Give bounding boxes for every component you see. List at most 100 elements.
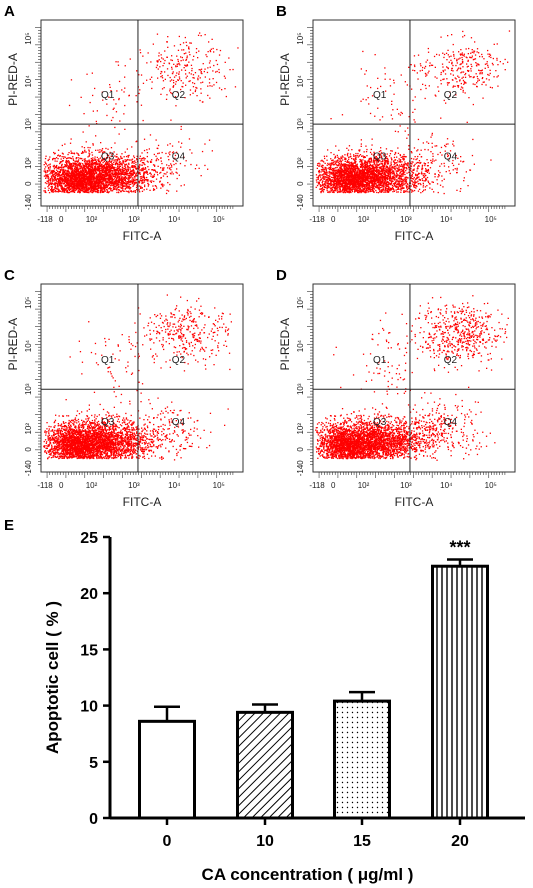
y-tick-label: 10³ (296, 118, 305, 130)
x-axis-label: FITC-A (395, 229, 434, 243)
y-tick-label: 10⁴ (296, 75, 305, 88)
y-axis-label: PI-RED-A (6, 318, 20, 371)
y-tick-label: 10² (296, 423, 305, 435)
x-tick-label: 10³ (128, 215, 140, 224)
x-tick-label: 10³ (400, 481, 412, 490)
quadrant-label: Q2 (172, 355, 186, 366)
x-tick-label: 10² (358, 215, 370, 224)
y-tick-label: 10⁴ (24, 75, 33, 88)
y-tick-label: 10⁵ (24, 32, 33, 44)
y-tick-label: -140 (24, 194, 33, 211)
quadrant-label: Q4 (172, 417, 186, 428)
x-tick-label: 0 (331, 481, 336, 490)
y-tick-label: -140 (24, 460, 33, 477)
x-tick-label: -118 (309, 215, 325, 224)
x-tick-label: 10⁵ (485, 481, 497, 490)
x-axis: -118 0 10² 10³ 10⁴ 10⁵ (37, 206, 234, 224)
x-tick-label: 10 (256, 833, 274, 850)
scatter-points (315, 30, 511, 195)
x-axis: -118 0 10² 10³ 10⁴ 10⁵ (37, 472, 234, 490)
x-axis: -118 0 10² 10³ 10⁴ 10⁵ (309, 472, 506, 490)
scatter-points (43, 32, 239, 195)
y-axis: -140 0 10² 10³ 10⁴ 10⁵ (296, 27, 313, 210)
quadrant-label: Q3 (101, 417, 115, 428)
y-tick-label: 5 (89, 755, 98, 772)
x-tick-label: 10⁵ (213, 215, 225, 224)
x-tick-label: -118 (37, 481, 53, 490)
y-axis-label: PI-RED-A (6, 53, 20, 106)
x-tick-label: 10⁴ (168, 481, 181, 490)
y-tick-label: 10³ (24, 118, 33, 130)
flow-panel-c: C Q1 Q2 Q3 Q4 -118 0 10² 10³ 10⁴ 10⁵ FITC-A -140 0 10²… (4, 267, 244, 509)
x-axis-label: FITC-A (123, 495, 162, 509)
panel-label: D (276, 267, 287, 284)
y-tick-label: 0 (89, 811, 98, 828)
x-tick-label: 10⁴ (440, 215, 453, 224)
quadrant-label: Q3 (101, 152, 115, 163)
y-tick-label: 0 (296, 181, 305, 186)
x-tick-label: 10² (86, 215, 98, 224)
x-tick-label: 0 (59, 481, 64, 490)
quadrant-label: Q4 (444, 152, 458, 163)
y-tick-label: 10² (24, 423, 33, 435)
y-axis: -140 0 10² 10³ 10⁴ 10⁵ (24, 27, 41, 210)
y-tick-label: 20 (80, 586, 98, 603)
x-axis-label: FITC-A (123, 229, 162, 243)
y-tick-label: 0 (296, 447, 305, 452)
panel-label: E (4, 517, 14, 534)
y-tick-label: 10³ (296, 383, 305, 395)
y-axis: -140 0 10² 10³ 10⁴ 10⁵ (24, 291, 41, 477)
scatter-points (315, 295, 509, 461)
panel-label: C (4, 267, 15, 284)
y-tick-label: 0 (24, 447, 33, 452)
y-tick-label: 10 (80, 699, 98, 716)
quadrant-label: Q4 (172, 152, 186, 163)
plot-frame (40, 283, 244, 473)
y-tick-label: 10³ (24, 383, 33, 395)
x-tick-label: -118 (37, 215, 53, 224)
quadrant-label: Q4 (444, 417, 458, 428)
y-tick-label: 10⁴ (24, 339, 33, 352)
y-tick-label: 10⁵ (24, 297, 33, 309)
quadrant-label: Q2 (172, 90, 186, 101)
bar (138, 719, 196, 820)
plot-frame (40, 19, 244, 207)
y-tick-label: 10⁴ (296, 339, 305, 352)
x-axis: -118 0 10² 10³ 10⁴ 10⁵ (309, 206, 506, 224)
scatter-points (43, 294, 232, 461)
y-axis-label: PI-RED-A (278, 318, 292, 371)
x-tick-label: 10⁵ (213, 481, 225, 490)
y-tick-label: -140 (296, 194, 305, 211)
x-tick-label: 10⁴ (168, 215, 181, 224)
quadrant-label: Q1 (373, 355, 387, 366)
y-axis-label: PI-RED-A (278, 53, 292, 106)
x-tick-label: 10⁵ (485, 215, 497, 224)
y-tick-label: 10² (24, 157, 33, 169)
y-tick-label: 15 (80, 642, 98, 659)
flow-panel-a: A Q1 Q2 Q3 Q4 -118 0 10² 10³ 10⁴ 10⁵ FITC-A -140 0 10²… (4, 3, 244, 243)
flow-panel-b: B Q1 Q2 Q3 Q4 -118 0 10² 10³ 10⁴ 10⁵ FITC-A -140 0 10²… (276, 3, 516, 243)
x-tick-label: 15 (353, 833, 371, 850)
y-tick-label: 0 (24, 181, 33, 186)
quadrant-label: Q1 (373, 90, 387, 101)
y-axis: -140 0 10² 10³ 10⁴ 10⁵ (296, 291, 313, 476)
quadrant-label: Q2 (444, 355, 458, 366)
y-tick-label: 10⁵ (296, 297, 305, 309)
y-axis-label: Apoptotic cell ( % ) (43, 601, 62, 754)
x-tick-label: 0 (331, 215, 336, 224)
plot-frame (312, 19, 516, 207)
x-axis-label: CA concentration ( μg/ml ) (202, 865, 414, 884)
x-axis-label: FITC-A (395, 495, 434, 509)
x-tick-label: 20 (451, 833, 469, 850)
bar (236, 710, 294, 820)
significance-label: *** (449, 537, 470, 557)
y-tick-label: 25 (80, 530, 98, 547)
y-tick-label: 10² (296, 157, 305, 169)
bar (333, 699, 391, 820)
x-tick-label: 10³ (128, 481, 140, 490)
quadrant-label: Q2 (444, 90, 458, 101)
quadrant-label: Q1 (101, 90, 115, 101)
x-tick-label: 0 (163, 833, 172, 850)
quadrant-label: Q3 (373, 417, 387, 428)
